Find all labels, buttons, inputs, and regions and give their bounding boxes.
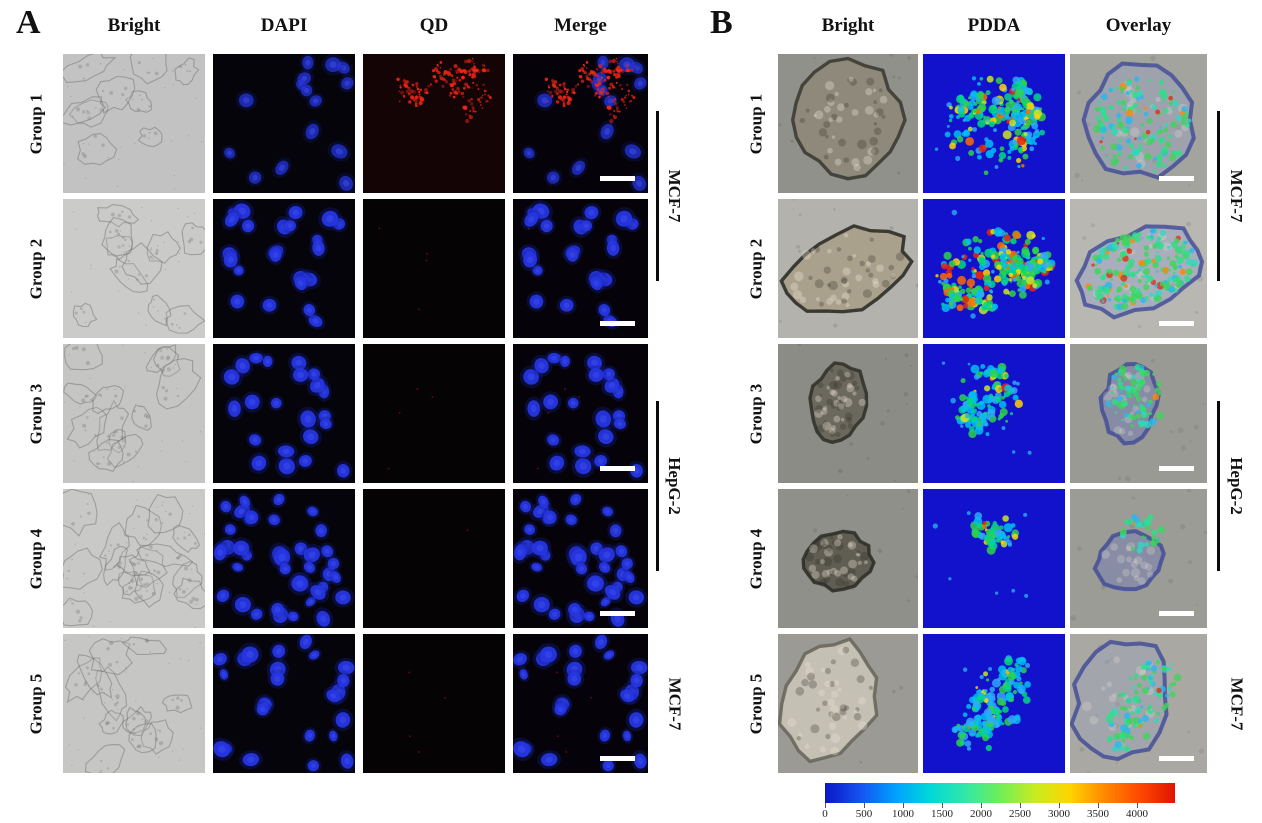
group-label-a-1: Group 1 <box>26 93 45 154</box>
colorbar-tick-label: 2000 <box>970 808 992 820</box>
micrograph-a-dapi-g1 <box>213 54 355 193</box>
micrograph-a-qd-g2 <box>363 199 505 338</box>
colorbar-tickmark <box>1137 803 1138 808</box>
colorbar-tickmark <box>864 803 865 808</box>
colorbar-tick-label: 3000 <box>1048 808 1070 820</box>
micrograph-b-bright-g4 <box>778 489 918 628</box>
side-label-a-hepg-2: HepG-2 <box>665 457 684 515</box>
micrograph-a-bright-g5 <box>63 634 205 773</box>
group-label-b-5: Group 5 <box>746 673 765 734</box>
colorbar-tick-label: 1500 <box>931 808 953 820</box>
colorbar-tick-label: 1000 <box>892 808 914 820</box>
micrograph-b-pdda-g5 <box>923 634 1065 773</box>
group-label-a-5: Group 5 <box>26 673 45 734</box>
group-label-a-2: Group 2 <box>26 238 45 299</box>
micrograph-a-merge-g4 <box>513 489 648 628</box>
column-header-overlay: Overlay <box>1105 15 1172 36</box>
column-header-merge: Merge <box>554 15 607 36</box>
micrograph-b-bright-g2 <box>778 199 918 338</box>
panel-b-letter: B <box>710 4 733 41</box>
colorbar-tick-label: 4000 <box>1126 808 1148 820</box>
micrograph-b-overlay-g4 <box>1070 489 1207 628</box>
micrograph-a-dapi-g4 <box>213 489 355 628</box>
column-header-pdda: PDDA <box>967 15 1021 36</box>
micrograph-a-qd-g1 <box>363 54 505 193</box>
scale-bar <box>600 321 635 326</box>
scale-bar <box>1159 321 1194 326</box>
micrograph-a-bright-g4 <box>63 489 205 628</box>
micrograph-b-pdda-g4 <box>923 489 1065 628</box>
group-label-b-1: Group 1 <box>746 93 765 154</box>
micrograph-b-bright-g5 <box>778 634 918 773</box>
side-label-line-hepg-2 <box>1217 401 1220 571</box>
micrograph-b-overlay-g1 <box>1070 54 1207 193</box>
scale-bar <box>600 756 635 761</box>
side-label-b-mcf-7: MCF-7 <box>1227 677 1246 730</box>
scale-bar <box>1159 466 1194 471</box>
colorbar-tickmark <box>825 803 826 808</box>
scale-bar <box>600 176 635 181</box>
group-label-b-2: Group 2 <box>746 238 765 299</box>
micrograph-b-bright-g3 <box>778 344 918 483</box>
colorbar-tick-label: 2500 <box>1009 808 1031 820</box>
colorbar-tickmark <box>1059 803 1060 808</box>
panel-a-letter: A <box>16 4 41 41</box>
micrograph-b-overlay-g2 <box>1070 199 1207 338</box>
group-label-b-4: Group 4 <box>746 528 765 589</box>
micrograph-a-merge-g5 <box>513 634 648 773</box>
colorbar-tickmark <box>903 803 904 808</box>
column-header-bright: Bright <box>107 15 161 36</box>
colorbar-tick-label: 3500 <box>1087 808 1109 820</box>
side-label-line-mcf-7 <box>656 111 659 281</box>
colorbar-tickmark <box>942 803 943 808</box>
scale-bar <box>600 466 635 471</box>
micrograph-a-dapi-g5 <box>213 634 355 773</box>
colorbar-tickmark <box>1098 803 1099 808</box>
micrograph-a-qd-g4 <box>363 489 505 628</box>
column-header-dapi: DAPI <box>260 15 308 36</box>
colorbar-tickmark <box>981 803 982 808</box>
micrograph-b-overlay-g5 <box>1070 634 1207 773</box>
column-header-bright: Bright <box>821 15 875 36</box>
micrograph-a-bright-g1 <box>63 54 205 193</box>
side-label-a-mcf-7: MCF-7 <box>665 677 684 730</box>
colorbar-gradient <box>825 783 1175 803</box>
micrograph-b-pdda-g1 <box>923 54 1065 193</box>
micrograph-a-merge-g2 <box>513 199 648 338</box>
side-label-line-mcf-7 <box>1217 111 1220 281</box>
side-label-b-mcf-7: MCF-7 <box>1227 169 1246 223</box>
group-label-a-4: Group 4 <box>26 528 45 589</box>
micrograph-a-bright-g2 <box>63 199 205 338</box>
side-label-b-hepg-2: HepG-2 <box>1227 457 1246 515</box>
side-label-a-mcf-7: MCF-7 <box>665 169 684 223</box>
micrograph-a-merge-g3 <box>513 344 648 483</box>
micrograph-a-merge-g1 <box>513 54 648 193</box>
micrograph-a-bright-g3 <box>63 344 205 483</box>
column-header-qd: QD <box>419 15 449 36</box>
colorbar-tick-label: 0 <box>822 808 828 820</box>
micrograph-b-bright-g1 <box>778 54 918 193</box>
scale-bar <box>1159 756 1194 761</box>
micrograph-a-dapi-g2 <box>213 199 355 338</box>
side-label-line-hepg-2 <box>656 401 659 571</box>
group-label-a-3: Group 3 <box>26 383 45 444</box>
scale-bar <box>1159 176 1194 181</box>
colorbar-tick-label: 500 <box>855 808 873 820</box>
group-label-b-3: Group 3 <box>746 383 765 444</box>
micrograph-a-qd-g3 <box>363 344 505 483</box>
colorbar-tickmark <box>1020 803 1021 808</box>
scale-bar <box>600 611 635 616</box>
micrograph-a-dapi-g3 <box>213 344 355 483</box>
micrograph-b-overlay-g3 <box>1070 344 1207 483</box>
scale-bar <box>1159 611 1194 616</box>
colorbar: 0 500 1000 1500 2000 2500 3000 3500 4000 <box>822 783 1175 820</box>
micrograph-b-pdda-g2 <box>923 199 1065 338</box>
micrograph-a-qd-g5 <box>363 634 505 773</box>
micrograph-b-pdda-g3 <box>923 344 1065 483</box>
